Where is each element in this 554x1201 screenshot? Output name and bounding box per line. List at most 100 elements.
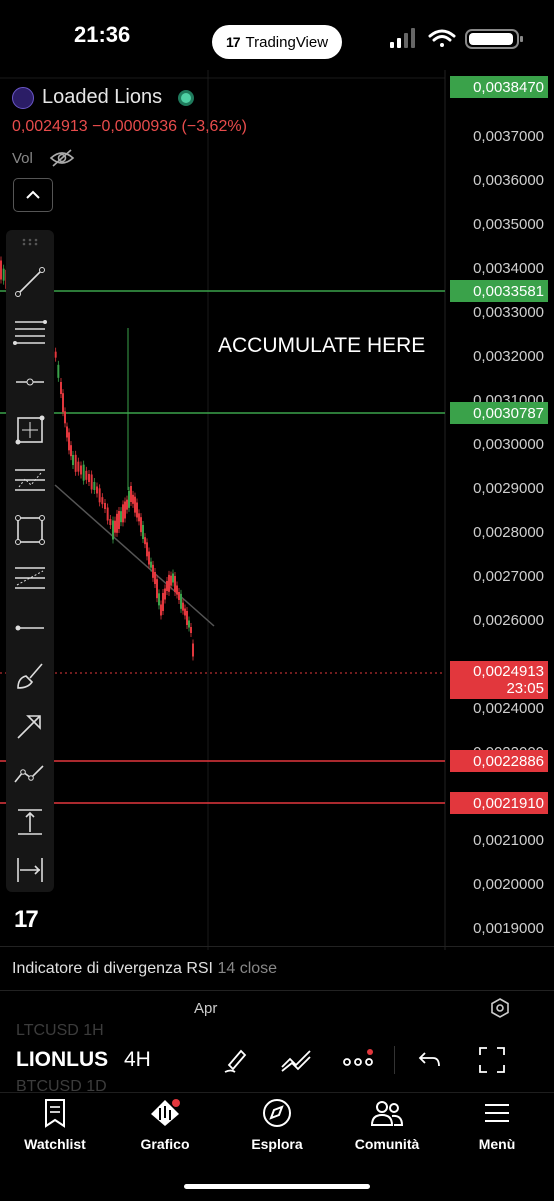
price-tick-label: 0,0021000 xyxy=(473,832,544,849)
price-tick-label: 0,0035000 xyxy=(473,216,544,233)
symbol-picker-next[interactable]: BTCUSD 1D xyxy=(16,1078,107,1095)
indicators-button[interactable] xyxy=(278,1042,314,1078)
undo-icon xyxy=(418,1052,440,1067)
symbol-logo-icon xyxy=(12,86,34,109)
arrow-tool[interactable] xyxy=(6,706,54,746)
price-tick-label: 0,0037000 xyxy=(473,128,544,145)
drawing-button[interactable] xyxy=(218,1042,254,1078)
path-tool[interactable] xyxy=(6,754,54,794)
pane-divider[interactable] xyxy=(0,946,554,947)
hamburger-icon xyxy=(485,1104,509,1122)
ray-icon xyxy=(15,625,44,631)
pattern-tool[interactable] xyxy=(6,460,54,500)
tab-label: Grafico xyxy=(140,1136,190,1152)
price-tag-level-mid: 0,0030787 xyxy=(450,402,548,424)
price-tick-label: 0,0030000 xyxy=(473,436,544,453)
date-range-icon xyxy=(17,858,43,882)
tab-watchlist[interactable]: Watchlist xyxy=(0,1098,110,1152)
time-axis-label: Apr xyxy=(194,1000,218,1017)
compass-icon xyxy=(263,1099,291,1127)
price-tick-label: 0,0034000 xyxy=(473,260,544,277)
symbol-picker-prev[interactable]: LTCUSD 1H xyxy=(16,1022,104,1039)
last-price: 0,0024913 xyxy=(12,118,88,135)
price-tick-label: 0,0028000 xyxy=(473,524,544,541)
price-tick-label: 0,0027000 xyxy=(473,568,544,585)
horizontal-line-icon xyxy=(16,378,44,386)
chart-icon xyxy=(151,1099,180,1126)
tab-grafico[interactable]: Grafico xyxy=(110,1098,220,1152)
position-tool[interactable] xyxy=(6,410,54,450)
tab-bar xyxy=(0,1092,554,1201)
wifi-icon xyxy=(428,29,456,47)
pattern-icon xyxy=(15,469,45,491)
volume-row: Vol xyxy=(12,148,75,168)
settings-icon[interactable] xyxy=(490,998,510,1018)
status-time: 21:36 xyxy=(74,22,131,47)
trend-line xyxy=(54,484,215,627)
date-range-tool[interactable] xyxy=(6,850,54,890)
price-tick-label: 0,0029000 xyxy=(473,480,544,497)
collapse-toolbar-button[interactable] xyxy=(13,178,53,212)
price-range-icon xyxy=(18,809,42,835)
rectangle-icon xyxy=(15,515,45,545)
tradingview-pill-label: TradingView xyxy=(245,33,329,51)
eye-off-icon[interactable] xyxy=(49,148,75,168)
indicator-legend[interactable]: Indicatore di divergenza RSI 14 close xyxy=(12,960,277,978)
tab-label: Menù xyxy=(478,1136,516,1152)
tradingview-pill[interactable]: 17 TradingView xyxy=(212,25,342,59)
ray-tool[interactable] xyxy=(6,608,54,648)
chart-canvas[interactable] xyxy=(0,70,554,950)
tab-label: Esplora xyxy=(251,1136,303,1152)
symbol-row[interactable]: Loaded Lions xyxy=(12,86,195,109)
more-dots-icon xyxy=(343,1049,373,1066)
symbol-name[interactable]: Loaded Lions xyxy=(42,86,163,108)
horizontal-line-tool[interactable] xyxy=(6,362,54,402)
undo-button[interactable] xyxy=(412,1042,448,1078)
brush-tool[interactable] xyxy=(6,656,54,696)
rectangle-tool[interactable] xyxy=(6,510,54,550)
symbol-picker[interactable]: LIONLUS xyxy=(16,1048,109,1071)
fullscreen-button[interactable] xyxy=(474,1042,510,1078)
tab-comunita[interactable]: Comunità xyxy=(332,1098,442,1152)
fib-retracement-icon xyxy=(13,320,47,345)
price-tick-label: 0,0033000 xyxy=(473,304,544,321)
tab-menu[interactable]: Menù xyxy=(442,1098,552,1152)
chart-annotation-text[interactable]: ACCUMULATE HERE xyxy=(218,334,426,357)
signal-icon xyxy=(390,28,415,48)
indicator-params: 14 close xyxy=(217,960,278,977)
price-tag-support-2: 0,0021910 xyxy=(450,792,548,814)
price-tag-level-high: 0,0033581 xyxy=(450,280,548,302)
drag-handle-icon[interactable] xyxy=(22,238,38,246)
candle-countdown: 23:05 xyxy=(506,680,544,697)
price-tick-label: 0,0036000 xyxy=(473,172,544,189)
tradingview-logo-icon: 17 xyxy=(225,34,241,50)
price-tag-top: 0,0038470 xyxy=(450,76,548,98)
volume-label: Vol xyxy=(12,149,33,167)
chevron-up-icon xyxy=(26,190,40,199)
grid xyxy=(0,70,445,950)
fullscreen-icon xyxy=(479,1047,505,1073)
interval-picker[interactable]: 4H xyxy=(124,1048,151,1071)
indicator-name: Indicatore di divergenza RSI xyxy=(12,960,213,977)
home-indicator[interactable] xyxy=(184,1184,370,1189)
arrow-icon xyxy=(17,715,41,739)
fib-channel-tool[interactable] xyxy=(6,558,54,598)
price-change: −0,0000936 xyxy=(92,118,178,135)
battery-icon xyxy=(465,29,523,49)
fib-channel-icon xyxy=(15,567,45,589)
market-status-icon xyxy=(178,89,195,106)
tradingview-watermark-icon: 17 xyxy=(14,906,39,933)
more-button[interactable] xyxy=(340,1042,376,1078)
trend-line-tool[interactable] xyxy=(6,262,54,302)
crosshair-box-icon xyxy=(15,415,45,445)
tab-esplora[interactable]: Esplora xyxy=(222,1098,332,1152)
price-tick-label: 0,0024000 xyxy=(473,700,544,717)
price-tick-label: 0,0020000 xyxy=(473,876,544,893)
status-icons xyxy=(390,28,523,49)
drawing-toolbar xyxy=(6,230,54,892)
price-range-tool[interactable] xyxy=(6,802,54,842)
fib-retracement-tool[interactable] xyxy=(6,312,54,352)
time-axis[interactable] xyxy=(0,990,554,1029)
trend-line-icon xyxy=(15,267,45,297)
current-price-value: 0,0024913 xyxy=(473,663,544,680)
